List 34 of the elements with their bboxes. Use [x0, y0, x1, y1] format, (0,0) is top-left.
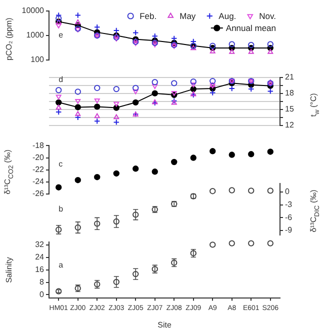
y-tick-label: -22: [32, 165, 45, 174]
annotation: b: [58, 204, 64, 214]
y-tick-label: 1000: [26, 30, 45, 40]
y2-tick-label: 0: [285, 187, 290, 196]
y-tick-label: 0: [40, 290, 45, 299]
annotation: a: [58, 260, 64, 270]
y2-tick-label: 18: [285, 88, 294, 98]
legend-label: Nov.: [259, 10, 276, 21]
y2-tick-label: -9: [285, 226, 293, 235]
y-tick-label: 32: [35, 240, 45, 250]
annotation: c: [58, 159, 63, 168]
y-tick-label: -18: [32, 140, 45, 150]
y-tick-label: 8: [40, 277, 45, 286]
y-tick-label: -24: [32, 177, 45, 186]
y2-tick-label: 15: [285, 104, 294, 114]
legend-label: Feb.: [140, 10, 157, 21]
y2-tick-label: 21: [285, 72, 294, 82]
annotation: d: [58, 74, 64, 84]
y-tick-label: -20: [32, 152, 45, 162]
annotation: e: [58, 30, 64, 40]
y-tick-label: -26: [32, 189, 45, 198]
y-tick-label: 16: [35, 265, 45, 274]
legend-label: Aug.: [218, 10, 236, 21]
y2-tick-label: -6: [285, 212, 293, 222]
y2-tick-label: -3: [285, 200, 293, 210]
y-axis-title: pCO₂ (ppm): [4, 17, 14, 60]
x-axis-title: Site: [158, 320, 172, 330]
y-tick-label: 24: [35, 252, 45, 262]
legend-label: May: [180, 10, 196, 21]
y-tick-label: 10000: [22, 6, 45, 16]
y-axis-title: Salinity: [4, 256, 14, 283]
y2-tick-label: 12: [285, 120, 294, 130]
y-tick-label: 100: [30, 55, 45, 64]
legend-label: Annual mean: [226, 22, 276, 33]
